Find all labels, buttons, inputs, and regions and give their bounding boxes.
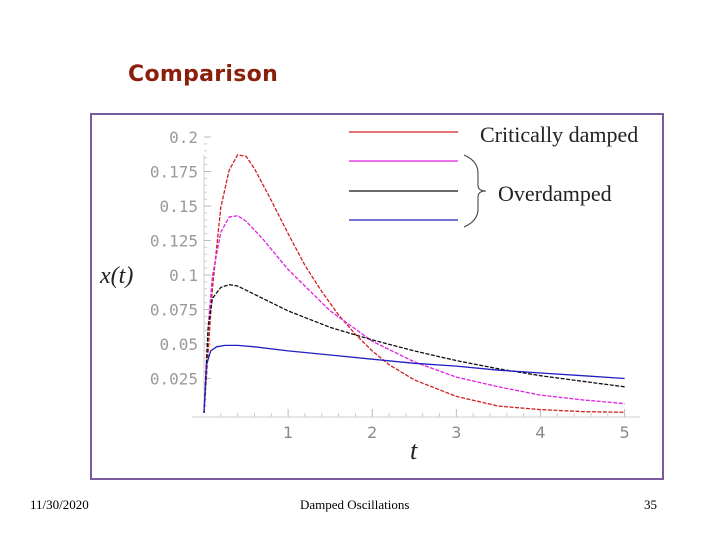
y-tick-label: 0.2 [169, 128, 198, 147]
y-tick-label: 0.05 [159, 335, 198, 354]
legend-label-critically-damped: Critically damped [480, 122, 638, 147]
y-tick-label: 0.15 [159, 197, 198, 216]
legend-brace [463, 154, 487, 228]
y-tick-label: 0.025 [150, 370, 198, 389]
y-axis-label: x(t) [99, 263, 133, 289]
x-tick-label: 4 [535, 423, 545, 442]
x-tick-label: 3 [451, 423, 461, 442]
y-tick-label: 0.125 [150, 232, 198, 251]
footer-date: 11/30/2020 [30, 497, 89, 512]
series-line-1 [203, 154, 625, 414]
x-tick-label: 5 [619, 423, 629, 442]
y-tick-label: 0.1 [169, 266, 198, 285]
page-number: 35 [644, 497, 657, 512]
chart-frame: 0.025 0.05 0.075 0.1 0.125 0.15 0.175 0.2 1 2 3 4 5 x… [90, 113, 664, 480]
series-line-4 [203, 344, 625, 414]
slide-title: Comparison [128, 62, 279, 87]
y-tick-label: 0.175 [150, 163, 198, 182]
footer-title: Damped Oscillations [300, 497, 410, 512]
line-chart: 0.025 0.05 0.075 0.1 0.125 0.15 0.175 0.2 1 2 3 4 5 x… [99, 122, 640, 465]
x-tick-label: 2 [367, 423, 377, 442]
legend-label-overdamped: Overdamped [498, 181, 612, 206]
x-tick-label: 1 [283, 423, 293, 442]
y-tick-label: 0.075 [150, 301, 198, 320]
x-axis-label: t [410, 436, 418, 465]
series-line-2 [203, 215, 625, 414]
